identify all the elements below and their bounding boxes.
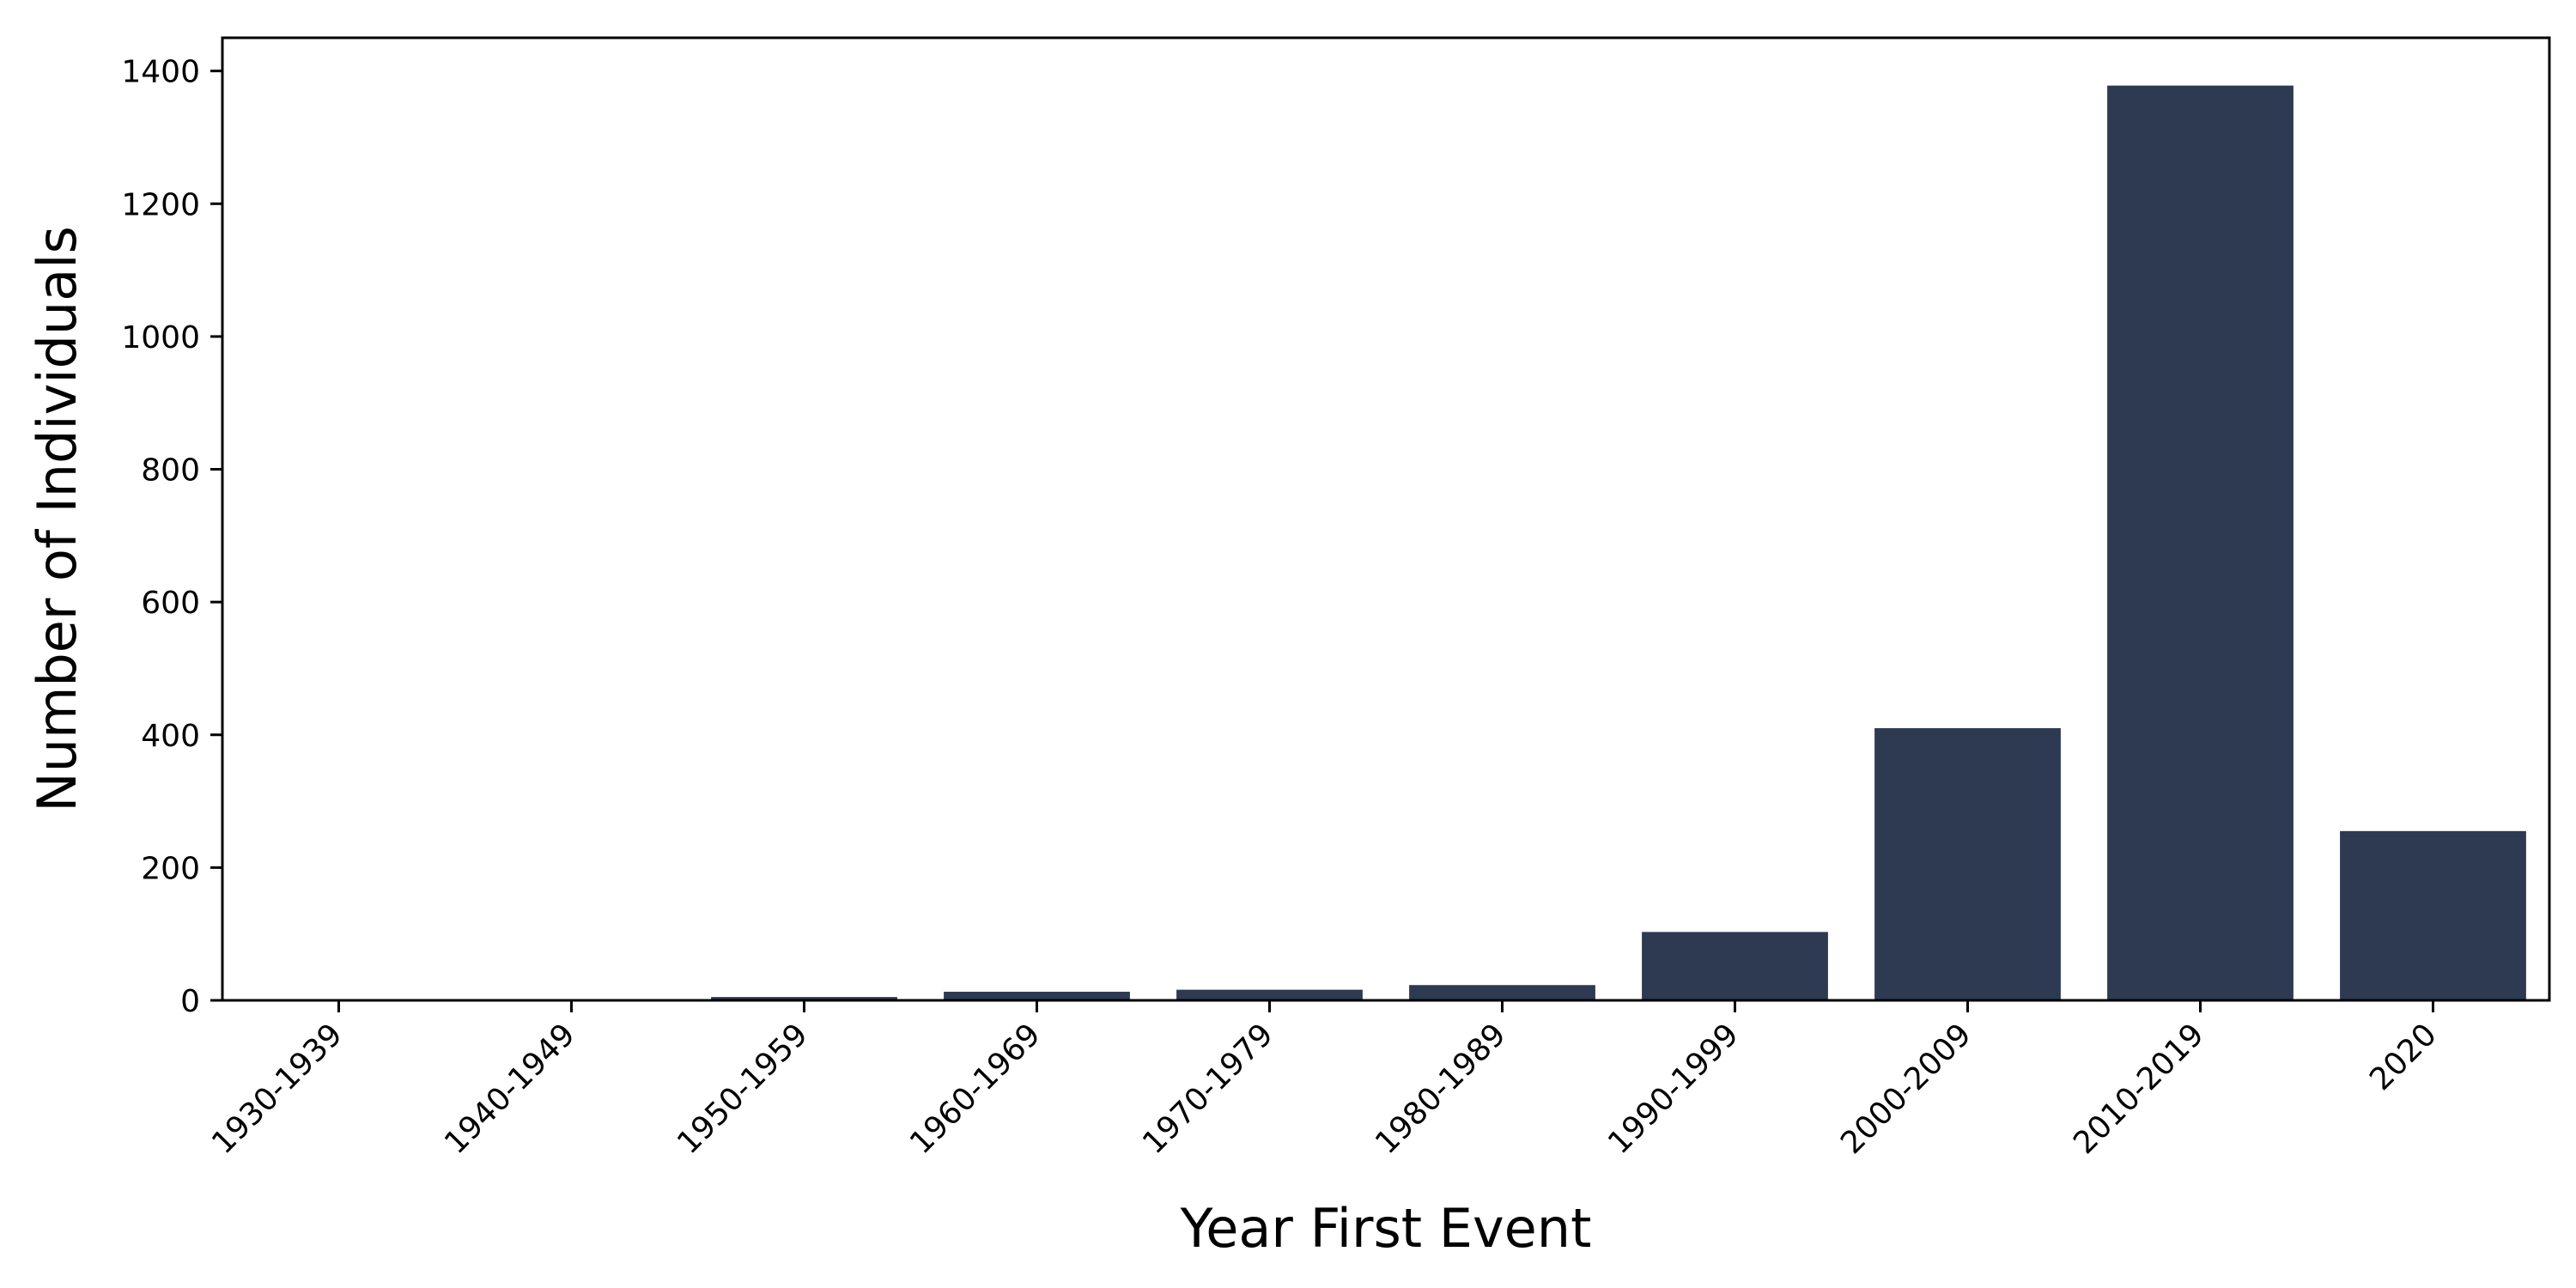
y-tick-label: 1400 [121, 55, 200, 90]
y-tick-label: 600 [141, 586, 200, 621]
bar-1980-1989 [1409, 985, 1595, 1000]
bar-2010-2019 [2107, 85, 2293, 1000]
y-tick-label: 1200 [121, 187, 200, 222]
bar-2000-2009 [1874, 728, 2061, 1000]
y-tick-label: 400 [141, 719, 200, 754]
bars-group [246, 85, 2526, 1000]
bar-1950-1959 [711, 997, 897, 1000]
plot-frame [221, 36, 2551, 1002]
bar-1970-1979 [1176, 989, 1363, 1000]
y-tick-label: 800 [141, 453, 200, 489]
y-tick-label: 0 [180, 984, 200, 1019]
y-axis-ticks: 0 200 400 600 800 1000 1200 1400 [121, 55, 222, 1019]
bar-1960-1969 [944, 991, 1130, 1000]
bar-2020 [2340, 830, 2526, 1000]
y-axis-title: Number of Individuals [26, 226, 88, 811]
x-axis-title: Year First Event [1180, 1197, 1592, 1260]
y-tick-label: 200 [141, 851, 200, 886]
bar-1990-1999 [1642, 932, 1828, 1000]
y-tick-label: 1000 [121, 320, 200, 355]
